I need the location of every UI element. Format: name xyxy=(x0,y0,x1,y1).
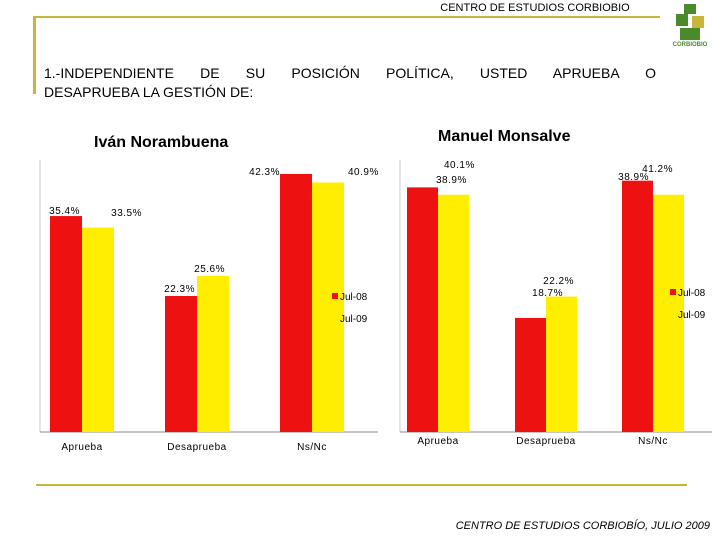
bar-jul-09-nsnc xyxy=(653,194,684,432)
corbiobio-logo xyxy=(676,4,704,40)
logo-text: CORBIOBIO xyxy=(672,42,708,48)
data-label-jul-08-desaprueba: 22.3% xyxy=(164,284,195,295)
data-label-jul-09-aprueba: 38.9% xyxy=(436,175,467,186)
bar-jul-09-aprueba xyxy=(438,194,469,432)
question-line-2: DESAPRUEBA LA GESTIÓN DE: xyxy=(44,84,254,100)
data-label-jul-08-nsnc: 42.3% xyxy=(249,167,280,178)
legend-label-jul-09: Jul-09 xyxy=(340,314,368,325)
category-label-aprueba: Aprueba xyxy=(61,442,102,453)
footer-rule xyxy=(36,484,687,486)
bar-jul-08-aprueba xyxy=(50,216,82,432)
data-label-jul-09-desaprueba: 25.6% xyxy=(194,264,225,275)
bar-jul-09-desaprueba xyxy=(546,296,577,432)
data-label-jul-08-aprueba: 35.4% xyxy=(49,206,80,217)
bar-jul-08-aprueba xyxy=(407,187,438,432)
legend-label-jul-08: Jul-08 xyxy=(340,292,368,303)
question-line-1: 1.-INDEPENDIENTE DE SU POSICIÓN POLÍTICA… xyxy=(44,65,656,81)
bar-jul-08-desaprueba xyxy=(515,317,546,432)
data-label-jul-08-aprueba: 40.1% xyxy=(444,160,475,171)
header-rule xyxy=(33,16,660,18)
data-label-jul-09-nsnc: 38.9% xyxy=(618,172,649,183)
legend-swatch-jul-08 xyxy=(670,289,676,295)
legend-swatch-jul-08 xyxy=(332,293,338,299)
category-label-nsnc: Ns/Nc xyxy=(638,436,668,447)
bar-jul-09-aprueba xyxy=(82,227,114,432)
data-label-jul-09-aprueba: 33.5% xyxy=(111,208,142,219)
category-label-nsnc: Ns/Nc xyxy=(297,442,327,453)
data-label-jul-08-desaprueba: 18.7% xyxy=(532,288,563,299)
header-title: CENTRO DE ESTUDIOS CORBIOBIO xyxy=(440,2,630,14)
chart-title-norambuena: Iván Norambuena xyxy=(94,134,229,151)
legend-label-jul-09: Jul-09 xyxy=(678,310,706,321)
category-label-desaprueba: Desaprueba xyxy=(516,436,575,447)
bar-jul-08-desaprueba xyxy=(165,295,197,432)
data-label-jul-08-nsnc: 41.2% xyxy=(642,164,673,175)
bar-jul-08-nsnc xyxy=(622,180,653,432)
legend-label-jul-08: Jul-08 xyxy=(678,288,706,299)
data-label-jul-09-desaprueba: 22.2% xyxy=(543,276,574,287)
chart-title-monsalve: Manuel Monsalve xyxy=(438,128,571,145)
bar-jul-09-desaprueba xyxy=(197,275,229,432)
footer-credit: CENTRO DE ESTUDIOS CORBIOBÍO, JULIO 2009 xyxy=(455,520,710,532)
category-label-desaprueba: Desaprueba xyxy=(167,442,226,453)
category-label-aprueba: Aprueba xyxy=(417,436,458,447)
data-label-jul-09-nsnc: 40.9% xyxy=(348,167,379,178)
header-side-rule xyxy=(33,16,36,94)
bar-jul-08-nsnc xyxy=(280,173,312,432)
bar-jul-09-nsnc xyxy=(312,182,344,432)
